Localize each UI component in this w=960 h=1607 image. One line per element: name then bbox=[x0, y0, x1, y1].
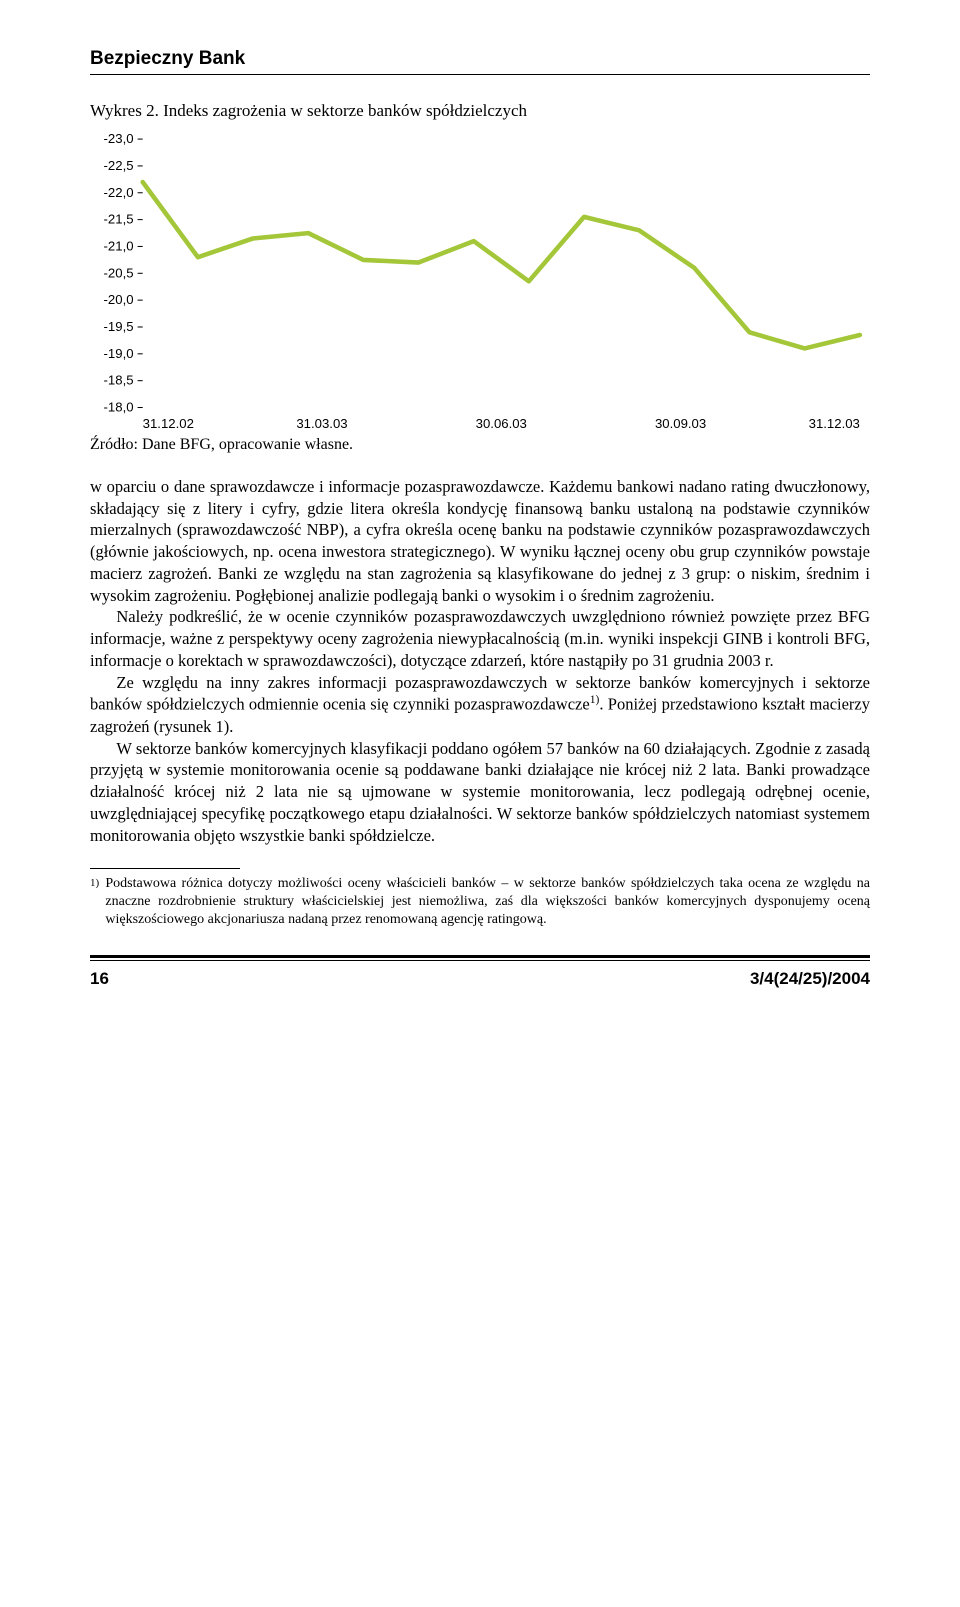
paragraph-4: W sektorze banków komercyjnych klasyfika… bbox=[90, 738, 870, 847]
paragraph-3: Ze względu na inny zakres informacji poz… bbox=[90, 672, 870, 738]
chart-svg: -23,0 -22,5 -22,0 -21,5 -21,0 -20,5 -20,0 -19,5… bbox=[90, 133, 870, 432]
svg-text:-22,5: -22,5 bbox=[104, 158, 134, 173]
svg-text:-20,5: -20,5 bbox=[104, 265, 134, 280]
svg-text:-20,0: -20,0 bbox=[104, 292, 134, 307]
footnote-separator bbox=[90, 868, 240, 869]
svg-text:31.03.03: 31.03.03 bbox=[296, 416, 347, 431]
svg-text:-21,5: -21,5 bbox=[104, 212, 134, 227]
svg-text:-21,0: -21,0 bbox=[104, 239, 134, 254]
svg-text:31.12.02: 31.12.02 bbox=[143, 416, 194, 431]
line-chart: -23,0 -22,5 -22,0 -21,5 -21,0 -20,5 -20,0 -19,5… bbox=[90, 133, 870, 432]
svg-text:31.12.03: 31.12.03 bbox=[809, 416, 860, 431]
footnote-ref: 1) bbox=[590, 694, 600, 706]
svg-text:-22,0: -22,0 bbox=[104, 185, 134, 200]
svg-text:30.09.03: 30.09.03 bbox=[655, 416, 706, 431]
figure-caption: Wykres 2. Indeks zagrożenia w sektorze b… bbox=[90, 101, 870, 121]
footnote-marker: 1) bbox=[90, 875, 105, 929]
header-rule bbox=[90, 74, 870, 75]
footnote: 1) Podstawowa różnica dotyczy możliwości… bbox=[90, 875, 870, 929]
footer-rule-thin bbox=[90, 960, 870, 961]
svg-text:-18,0: -18,0 bbox=[104, 400, 134, 415]
page-footer: 16 3/4(24/25)/2004 bbox=[90, 955, 870, 989]
issue-label: 3/4(24/25)/2004 bbox=[750, 969, 870, 989]
svg-text:-18,5: -18,5 bbox=[104, 373, 134, 388]
figure-source: Źródło: Dane BFG, opracowanie własne. bbox=[90, 436, 870, 454]
footnote-text: Podstawowa różnica dotyczy możliwości oc… bbox=[105, 875, 870, 929]
paragraph-2: Należy podkreślić, że w ocenie czynników… bbox=[90, 606, 870, 671]
page-number: 16 bbox=[90, 969, 109, 989]
journal-title: Bezpieczny Bank bbox=[90, 48, 870, 70]
paragraph-1: w oparciu o dane sprawozdawcze i informa… bbox=[90, 476, 870, 607]
svg-text:-23,0: -23,0 bbox=[104, 133, 134, 146]
footer-rule-thick bbox=[90, 955, 870, 958]
svg-text:-19,5: -19,5 bbox=[104, 319, 134, 334]
running-header: Bezpieczny Bank bbox=[90, 48, 870, 75]
svg-text:-19,0: -19,0 bbox=[104, 346, 134, 361]
svg-text:30.06.03: 30.06.03 bbox=[476, 416, 527, 431]
body-text: w oparciu o dane sprawozdawcze i informa… bbox=[90, 476, 870, 847]
